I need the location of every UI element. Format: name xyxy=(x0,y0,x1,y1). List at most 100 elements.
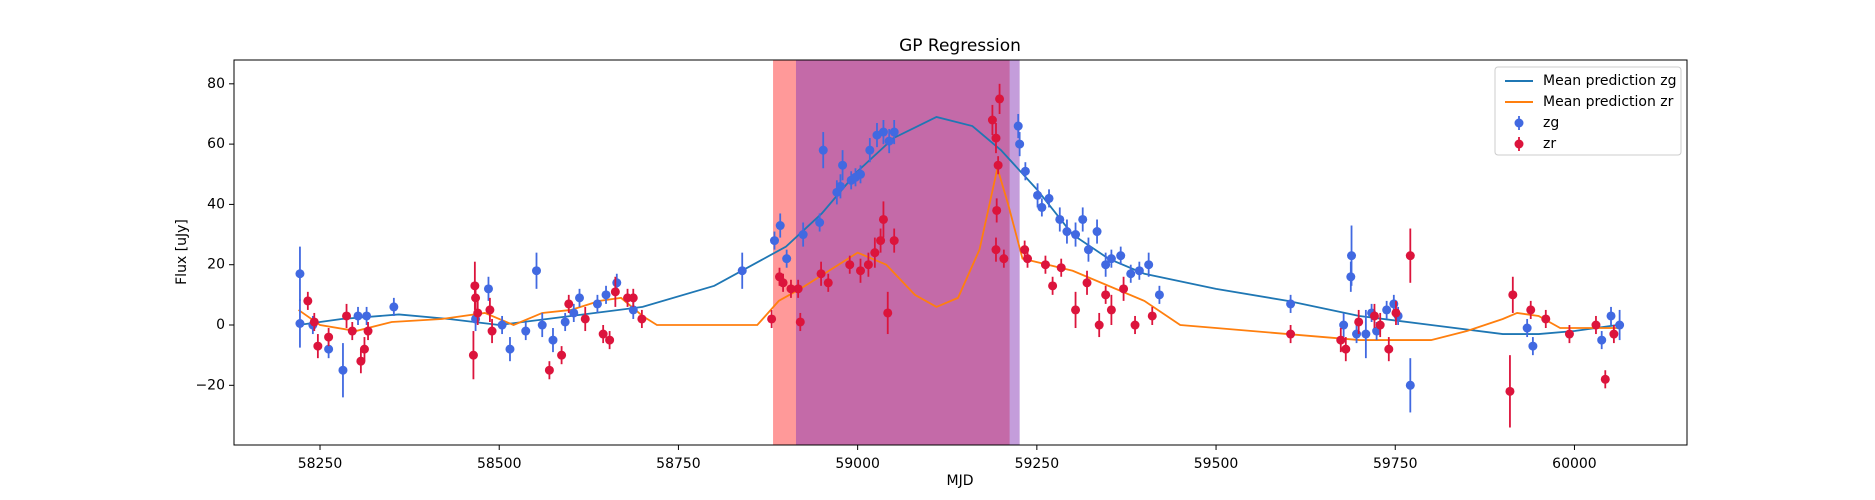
y-tick-label: 20 xyxy=(207,257,225,273)
chart-title: GP Regression xyxy=(899,36,1021,56)
data-point xyxy=(548,335,558,345)
data-point xyxy=(544,365,554,375)
data-point xyxy=(1347,251,1357,261)
data-point xyxy=(991,245,1001,255)
data-point xyxy=(610,287,620,297)
legend-label: Mean prediction zr xyxy=(1543,94,1674,110)
data-point xyxy=(362,311,372,321)
legend-label: zr xyxy=(1543,136,1556,152)
data-point xyxy=(782,254,792,264)
data-point xyxy=(521,326,531,336)
data-point xyxy=(889,127,899,137)
data-point xyxy=(324,332,334,342)
data-point xyxy=(1023,254,1033,264)
data-point xyxy=(324,344,334,354)
y-axis-label: Flux [uJy] xyxy=(174,219,190,285)
data-point xyxy=(1126,269,1136,279)
data-point xyxy=(823,278,833,288)
data-point xyxy=(865,145,875,155)
data-point xyxy=(1615,320,1625,330)
data-point xyxy=(845,260,855,270)
data-point xyxy=(1040,260,1050,270)
data-point xyxy=(1508,290,1518,300)
data-point xyxy=(1130,320,1140,330)
mean-line xyxy=(297,164,1618,341)
data-point xyxy=(876,236,886,246)
data-point xyxy=(1044,193,1054,203)
data-point xyxy=(483,284,493,294)
data-point xyxy=(1564,329,1574,339)
axes-frame xyxy=(233,59,1688,446)
data-point xyxy=(487,326,497,336)
data-point xyxy=(605,335,615,345)
data-point xyxy=(1037,202,1047,212)
data-point xyxy=(1078,214,1088,224)
data-point xyxy=(1020,166,1030,176)
data-point xyxy=(1106,305,1116,315)
data-point xyxy=(1286,299,1296,309)
data-point xyxy=(1352,329,1362,339)
data-point xyxy=(878,214,888,224)
legend-box xyxy=(1494,66,1682,156)
data-point xyxy=(1336,335,1346,345)
y-tick-label: 60 xyxy=(207,136,225,152)
data-point xyxy=(1106,254,1116,264)
x-axis-label: MJD xyxy=(947,473,974,489)
data-point xyxy=(1147,311,1157,321)
data-point xyxy=(1134,266,1144,276)
data-point xyxy=(1341,344,1351,354)
data-point xyxy=(356,356,366,366)
mean-line xyxy=(298,116,1618,335)
x-tick-label: 58750 xyxy=(656,456,701,472)
data-point xyxy=(1055,214,1065,224)
data-point xyxy=(1119,284,1129,294)
data-point xyxy=(1361,329,1371,339)
data-point xyxy=(1339,320,1349,330)
data-point xyxy=(769,236,779,246)
data-point xyxy=(999,254,1009,264)
data-point xyxy=(1101,290,1111,300)
data-point xyxy=(991,133,1001,143)
data-point xyxy=(601,290,611,300)
data-point xyxy=(870,248,880,258)
data-point xyxy=(1101,260,1111,270)
data-point xyxy=(1522,323,1532,333)
data-point xyxy=(1144,260,1154,270)
data-point xyxy=(786,284,796,294)
data-point xyxy=(1600,374,1610,384)
data-point xyxy=(1405,251,1415,261)
data-point xyxy=(303,296,313,306)
data-point xyxy=(1382,305,1392,315)
data-point xyxy=(1606,311,1616,321)
data-point xyxy=(992,205,1002,215)
data-point xyxy=(778,278,788,288)
data-point xyxy=(389,302,399,312)
data-point xyxy=(1056,263,1066,273)
data-point xyxy=(838,160,848,170)
data-point xyxy=(1369,311,1379,321)
data-point xyxy=(798,230,808,240)
data-point xyxy=(564,299,574,309)
data-point xyxy=(889,236,899,246)
data-point xyxy=(637,314,647,324)
y-tick-label: 80 xyxy=(207,76,225,92)
data-point xyxy=(497,320,507,330)
data-point xyxy=(485,305,495,315)
data-point xyxy=(338,365,348,375)
x-tick-label: 59750 xyxy=(1373,456,1418,472)
data-point xyxy=(775,221,785,231)
shaded-span xyxy=(795,60,1020,445)
legend-swatch xyxy=(1514,118,1524,128)
y-tick-label: 40 xyxy=(207,196,225,212)
data-point xyxy=(856,266,866,276)
legend-swatch xyxy=(1514,139,1524,149)
data-point xyxy=(995,94,1005,104)
data-point xyxy=(1391,308,1401,318)
data-point xyxy=(612,278,622,288)
data-point xyxy=(505,344,515,354)
data-point xyxy=(818,145,828,155)
data-point xyxy=(1384,344,1394,354)
x-tick-label: 59500 xyxy=(1194,456,1239,472)
x-tick-label: 59000 xyxy=(835,456,880,472)
data-point xyxy=(353,311,363,321)
